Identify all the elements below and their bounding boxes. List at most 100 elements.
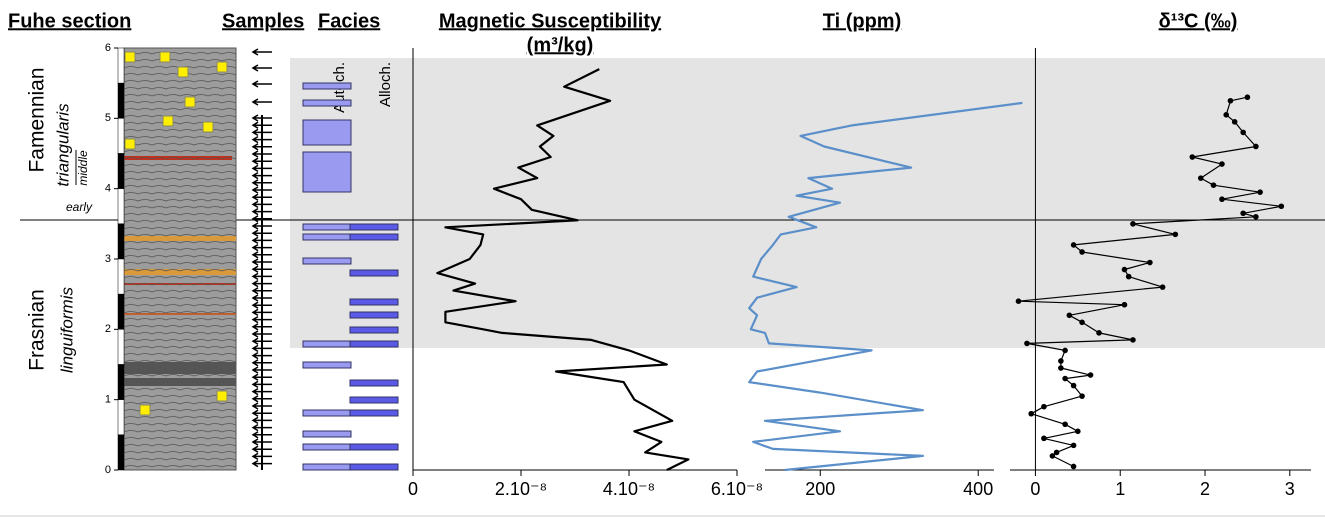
- shaded-interval: [290, 58, 1325, 348]
- x-tick-label: 400: [963, 479, 993, 499]
- facies-bar: [302, 223, 351, 231]
- data-point: [1172, 231, 1179, 238]
- texture: [123, 59, 237, 62]
- sample-arrow: [251, 387, 272, 396]
- zone-label: early: [66, 200, 93, 214]
- sample-arrow: [251, 416, 272, 425]
- sample-arrow: [251, 380, 272, 389]
- texture: [123, 276, 237, 279]
- scale-bar: [117, 364, 125, 400]
- texture: [123, 325, 237, 328]
- texture: [123, 353, 237, 356]
- texture: [123, 290, 237, 293]
- sample-arrow: [251, 207, 272, 216]
- data-point: [1121, 301, 1128, 308]
- scale-bar: [117, 188, 125, 225]
- sample-arrow: [251, 402, 272, 410]
- sample-arrow: [251, 337, 272, 345]
- sample-arrow: [251, 438, 272, 446]
- texture: [123, 311, 237, 314]
- data-point: [1070, 463, 1077, 470]
- chart-title: Magnetic Susceptibility: [439, 10, 662, 32]
- sample-arrow: [251, 200, 272, 209]
- data-point: [1062, 375, 1068, 382]
- texture: [123, 283, 237, 286]
- height-tick-label: 3: [105, 253, 111, 265]
- data-point: [1121, 266, 1128, 273]
- data-point: [1210, 182, 1217, 188]
- scale-bar: [117, 118, 125, 154]
- texture: [123, 220, 237, 223]
- nodule: [139, 404, 151, 416]
- scale-bar: [117, 329, 125, 365]
- sample-arrow: [251, 193, 272, 201]
- stage-label: Frasnian: [26, 289, 49, 371]
- texture: [123, 437, 237, 440]
- nodule: [216, 61, 228, 73]
- lithology-column: 0 1 2 3 4 5 6: [105, 42, 237, 476]
- texture: [123, 129, 237, 132]
- sample-arrow: [251, 423, 272, 432]
- facies-label: Alloch.: [377, 62, 394, 107]
- texture: [123, 451, 237, 454]
- texture: [123, 192, 237, 195]
- data-point: [1062, 421, 1068, 428]
- sample-arrow: [251, 243, 272, 252]
- texture: [123, 388, 237, 391]
- sample-arrow: [251, 395, 272, 403]
- facies-header: Facies: [318, 10, 380, 32]
- texture: [123, 297, 237, 300]
- data-point: [1079, 249, 1085, 255]
- texture: [123, 241, 237, 244]
- nodule: [124, 51, 136, 63]
- scale-bar: [117, 47, 125, 84]
- texture: [123, 227, 237, 230]
- plots: Magnetic Susceptibility(m³/kg) 0 2.10⁻⁸ 4.1…: [408, 10, 1311, 499]
- sample-arrow: [251, 294, 272, 302]
- facies-bar: [349, 379, 399, 387]
- sample-arrow: [251, 229, 272, 237]
- scale-bar: [117, 223, 125, 260]
- data-point: [1253, 214, 1259, 220]
- facies-bar: [349, 409, 399, 417]
- sample-arrow: [251, 272, 272, 281]
- sample-arrow: [251, 366, 272, 374]
- texture: [123, 206, 237, 209]
- orange-bed: [124, 236, 236, 241]
- x-tick-label: 0: [1030, 479, 1040, 499]
- data-point: [1219, 196, 1225, 203]
- nodule: [184, 96, 196, 108]
- sample-arrow: [251, 287, 272, 295]
- data-point: [1231, 119, 1238, 125]
- texture: [123, 367, 237, 370]
- x-tick-label: 2.10⁻⁸: [495, 479, 547, 499]
- texture: [123, 150, 237, 153]
- texture: [123, 248, 237, 251]
- texture: [123, 108, 237, 111]
- sample-arrow: [251, 48, 272, 56]
- sample-arrow: [251, 459, 272, 468]
- sample-arrow: [251, 121, 272, 129]
- data-point: [1189, 154, 1196, 160]
- data-point: [1041, 435, 1047, 442]
- sample-arrow: [251, 452, 272, 461]
- data-point: [1041, 403, 1047, 410]
- sample-arrow: [251, 251, 272, 259]
- texture: [123, 80, 237, 83]
- facies-bar: [349, 396, 399, 404]
- facies-bar: [302, 233, 351, 241]
- dark-bed: [124, 362, 236, 374]
- sample-arrow: [251, 236, 272, 245]
- nodule: [124, 138, 136, 150]
- facies-bar: [302, 443, 351, 451]
- data-point: [1049, 453, 1056, 459]
- sample-arrow: [251, 323, 272, 331]
- x-tick-label: 0: [408, 479, 418, 499]
- orange-bed: [124, 269, 236, 275]
- facies-bar: [302, 409, 351, 417]
- facies-bar: [302, 82, 352, 90]
- facies-bar: [349, 463, 399, 471]
- texture: [123, 101, 237, 104]
- facies-bar: [349, 223, 399, 231]
